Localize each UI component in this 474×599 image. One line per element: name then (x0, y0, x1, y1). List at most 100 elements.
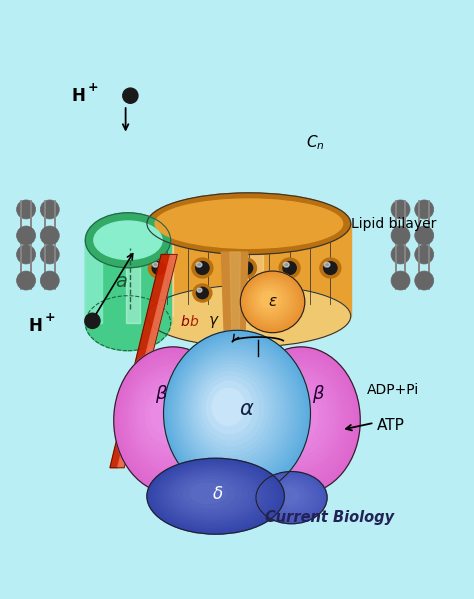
Ellipse shape (184, 355, 283, 466)
Circle shape (40, 200, 59, 219)
Ellipse shape (161, 467, 265, 524)
Circle shape (415, 226, 434, 245)
Ellipse shape (196, 288, 209, 299)
Circle shape (391, 226, 410, 245)
Circle shape (40, 271, 59, 290)
Ellipse shape (183, 480, 235, 508)
Circle shape (415, 271, 434, 290)
Ellipse shape (240, 288, 252, 299)
Ellipse shape (167, 470, 257, 520)
Polygon shape (110, 255, 171, 468)
Ellipse shape (148, 258, 169, 278)
Text: H: H (28, 316, 42, 335)
Polygon shape (147, 223, 173, 316)
Ellipse shape (259, 474, 323, 521)
Ellipse shape (279, 258, 300, 278)
Ellipse shape (249, 357, 350, 482)
Ellipse shape (269, 382, 324, 450)
Ellipse shape (178, 347, 292, 476)
Ellipse shape (156, 464, 272, 528)
Ellipse shape (265, 479, 315, 515)
Polygon shape (147, 223, 351, 316)
Ellipse shape (283, 262, 296, 274)
Ellipse shape (164, 330, 310, 496)
Ellipse shape (259, 370, 337, 466)
Ellipse shape (206, 382, 253, 434)
Ellipse shape (237, 284, 255, 302)
Polygon shape (118, 255, 177, 468)
Ellipse shape (149, 459, 282, 533)
Ellipse shape (239, 262, 253, 274)
Circle shape (415, 200, 434, 219)
Ellipse shape (178, 477, 242, 512)
Ellipse shape (241, 272, 303, 331)
Ellipse shape (167, 334, 306, 492)
Text: a: a (115, 272, 127, 291)
Ellipse shape (262, 374, 333, 461)
Ellipse shape (260, 291, 278, 308)
Circle shape (17, 245, 36, 264)
Ellipse shape (151, 395, 182, 435)
Ellipse shape (270, 482, 309, 511)
Ellipse shape (192, 258, 213, 278)
Ellipse shape (251, 282, 290, 319)
Ellipse shape (164, 468, 261, 522)
Ellipse shape (324, 262, 337, 274)
Ellipse shape (252, 360, 347, 478)
Ellipse shape (152, 262, 165, 274)
Ellipse shape (165, 332, 308, 494)
Polygon shape (85, 240, 171, 323)
Ellipse shape (192, 364, 272, 455)
Ellipse shape (182, 352, 286, 470)
Ellipse shape (154, 462, 275, 530)
Ellipse shape (255, 286, 285, 314)
Ellipse shape (197, 288, 202, 292)
Ellipse shape (242, 273, 302, 330)
Text: β: β (155, 385, 167, 403)
Ellipse shape (246, 352, 355, 488)
Ellipse shape (176, 345, 294, 479)
Polygon shape (126, 240, 140, 323)
Ellipse shape (253, 284, 288, 317)
Ellipse shape (236, 258, 256, 278)
Ellipse shape (257, 473, 325, 522)
Ellipse shape (244, 349, 358, 491)
Ellipse shape (153, 262, 158, 267)
Polygon shape (244, 223, 263, 316)
Ellipse shape (246, 277, 297, 326)
Ellipse shape (284, 288, 289, 292)
Circle shape (17, 226, 36, 245)
Ellipse shape (172, 340, 299, 484)
Ellipse shape (198, 371, 264, 446)
Ellipse shape (280, 284, 299, 302)
Ellipse shape (180, 350, 289, 473)
Ellipse shape (196, 262, 202, 267)
Ellipse shape (124, 360, 219, 478)
Ellipse shape (126, 363, 216, 474)
Ellipse shape (250, 281, 292, 321)
Ellipse shape (134, 374, 205, 461)
Ellipse shape (196, 262, 209, 274)
Text: C$_n$: C$_n$ (306, 134, 325, 152)
Text: ADP+Pi: ADP+Pi (367, 383, 419, 397)
Text: +: + (45, 311, 55, 324)
Ellipse shape (168, 336, 304, 489)
Ellipse shape (114, 347, 232, 494)
Ellipse shape (171, 472, 253, 518)
Ellipse shape (174, 343, 297, 482)
Ellipse shape (257, 288, 282, 311)
Circle shape (40, 226, 59, 245)
Ellipse shape (85, 296, 171, 350)
Ellipse shape (116, 349, 230, 491)
Ellipse shape (283, 262, 289, 267)
Text: Current Biology: Current Biology (265, 510, 394, 525)
Ellipse shape (265, 378, 328, 456)
Ellipse shape (240, 262, 246, 267)
Circle shape (391, 245, 410, 264)
Circle shape (415, 245, 434, 264)
Ellipse shape (254, 363, 344, 474)
Ellipse shape (193, 284, 212, 302)
Ellipse shape (147, 285, 351, 347)
Text: ε: ε (268, 294, 277, 309)
Ellipse shape (256, 471, 327, 524)
